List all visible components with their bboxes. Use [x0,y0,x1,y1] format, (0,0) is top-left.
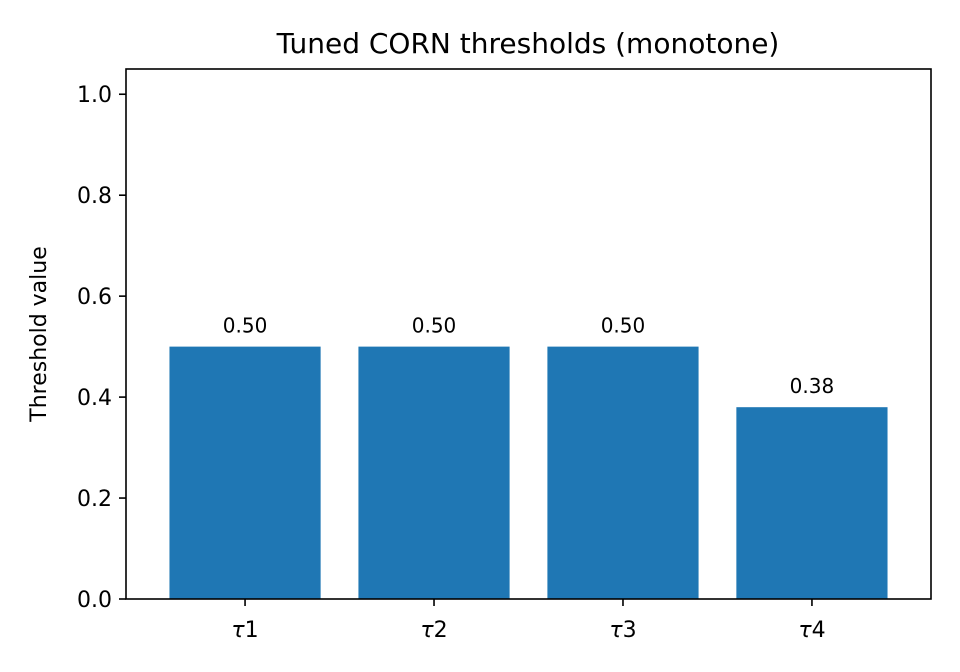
bars [169,346,888,599]
bar-1 [169,346,321,599]
y-axis-label: Threshold value [27,246,52,423]
bar-4 [736,407,888,599]
bar-3 [547,346,699,599]
data-label-1: 0.50 [223,314,268,338]
data-labels: 0.50 0.50 0.50 0.38 [223,314,834,399]
y-tick-label-1: 0.2 [77,487,112,512]
x-tick-label-4: τ4 [798,618,825,643]
y-tick-label-3: 0.6 [77,285,112,310]
x-axis: τ1 τ2 τ3 τ4 [231,599,826,643]
x-tick-label-2: τ2 [420,618,447,643]
x-tick-label-1: τ1 [231,618,258,643]
y-tick-label-0: 0.0 [77,588,112,613]
plot-frame [125,68,932,600]
bar-2 [358,346,510,599]
y-tick-label-4: 0.8 [77,184,112,209]
y-tick-label-5: 1.0 [77,83,112,108]
data-label-3: 0.50 [601,314,646,338]
y-tick-label-2: 0.4 [77,386,112,411]
chart-title: Tuned CORN thresholds (monotone) [276,27,780,60]
y-axis: 0.0 0.2 0.4 0.6 0.8 1.0 [77,83,126,613]
data-label-4: 0.38 [790,374,835,398]
plot-area: 0.50 0.50 0.50 0.38 [125,68,932,600]
x-tick-label-3: τ3 [609,618,636,643]
data-label-2: 0.50 [412,314,457,338]
